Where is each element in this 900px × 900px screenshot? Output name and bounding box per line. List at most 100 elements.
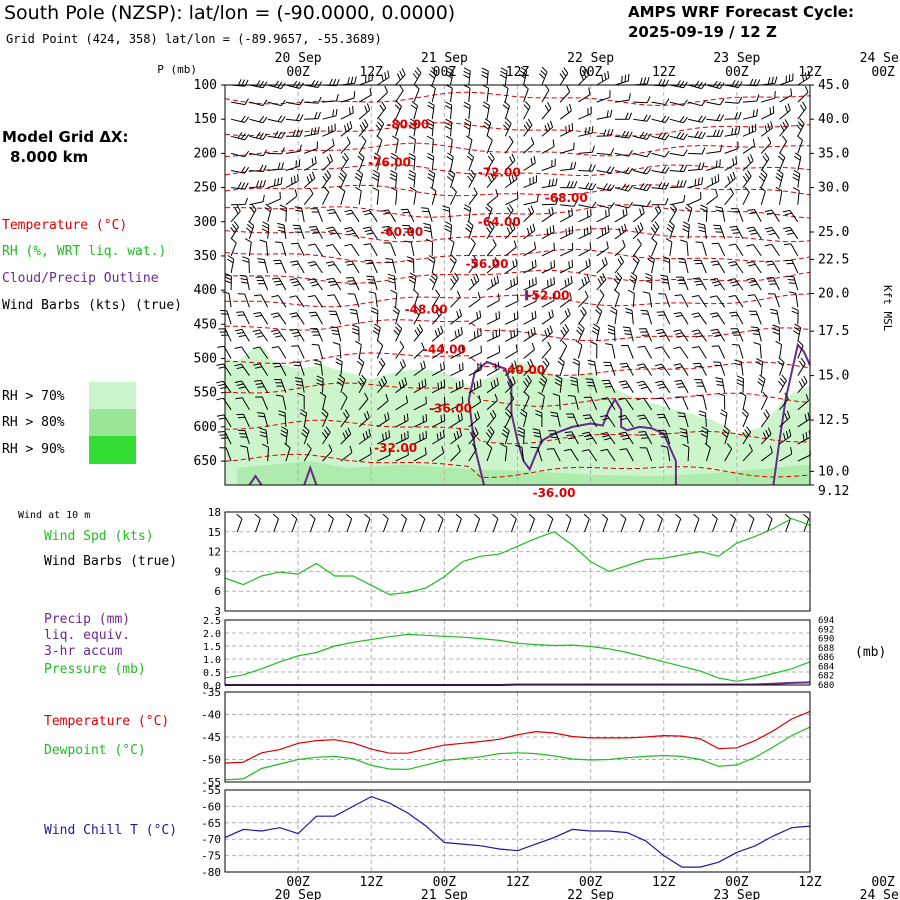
wind-barb — [523, 194, 539, 206]
panel-ytick-label: 2.0 — [203, 629, 221, 640]
wind-barb — [600, 414, 616, 428]
wind-barb — [448, 237, 455, 257]
wind-barb — [308, 225, 323, 240]
wind-barb — [682, 221, 690, 239]
wind-barb — [578, 87, 591, 103]
wind-barb — [255, 396, 269, 410]
wind-barb — [724, 156, 738, 171]
wind-barb — [581, 449, 598, 462]
wind-barb — [797, 375, 808, 394]
wind-barb — [358, 73, 373, 86]
wind-barb — [264, 203, 272, 222]
wind-barb — [764, 209, 780, 223]
wind-barb — [486, 345, 501, 359]
wind-barb — [412, 67, 422, 86]
wind-barb — [687, 115, 707, 123]
panel-ytick-label: 6 — [214, 585, 221, 598]
wind-barb — [492, 513, 499, 533]
wind-barb — [779, 135, 788, 154]
wind-barb — [236, 413, 250, 428]
wind-barb — [633, 114, 652, 122]
legend-temperature: Temperature (°C) — [2, 218, 128, 233]
panel-frame — [224, 511, 811, 612]
wind-barb — [450, 396, 464, 411]
wind-barb — [468, 362, 482, 377]
wind-barb — [222, 291, 232, 308]
wind-barb — [548, 430, 561, 445]
wind-barb — [466, 135, 473, 154]
temperature-contour-label: -48.00 — [405, 302, 448, 316]
wind-barb — [559, 208, 573, 223]
wind-barb — [468, 411, 480, 428]
wind-barb — [468, 310, 482, 325]
wind-barb — [528, 513, 535, 533]
xs-ytick-label: 100 — [194, 78, 217, 93]
wind-barb — [235, 397, 250, 411]
temperature-contour-label: -32.00 — [374, 441, 417, 455]
wind-barb — [431, 343, 445, 359]
wind-barb — [669, 131, 688, 141]
wind-barb — [450, 428, 463, 445]
wind-barb — [502, 101, 510, 120]
wind-barb — [322, 138, 335, 154]
wind-barb — [346, 513, 353, 533]
wind-barb — [395, 84, 404, 103]
wind-barb — [520, 408, 528, 428]
wind-barb — [559, 276, 573, 291]
wind-barb — [693, 259, 707, 274]
wind-barb — [636, 397, 653, 411]
wind-barb — [764, 226, 780, 240]
wind-barb — [486, 328, 501, 342]
wind-barb — [322, 186, 330, 205]
wind-barb — [285, 113, 304, 122]
temperature-contour — [224, 453, 811, 478]
time-tick-bottom: 00Z — [286, 875, 310, 890]
wind-barb — [532, 428, 543, 445]
wind-barb — [697, 222, 707, 239]
wind-barb — [711, 345, 726, 359]
cloud-outline — [248, 474, 263, 486]
wind-barb — [376, 101, 387, 120]
wind-barb — [603, 361, 616, 376]
wind-barb — [596, 129, 614, 137]
wind-barb — [413, 413, 428, 428]
wind-barb — [541, 260, 556, 274]
date-label-top: 23 Sep — [713, 51, 760, 66]
wind-barb — [706, 189, 718, 206]
legend-wind-barbs: Wind Barbs (kts) (true) — [2, 298, 183, 313]
wind-barb — [307, 278, 323, 291]
wind-barb — [355, 186, 362, 205]
wind-barb — [304, 141, 318, 154]
wind-barb — [698, 410, 707, 427]
wind-barb — [383, 242, 397, 257]
wind-barb — [658, 293, 671, 308]
wind-barb — [377, 412, 390, 428]
wind-barb — [677, 258, 689, 274]
wind-barb — [217, 431, 232, 445]
wind-barb — [468, 237, 476, 257]
wind-barb — [450, 272, 459, 291]
wind-barb — [739, 391, 747, 410]
xs-ytick-label: 650 — [194, 454, 217, 469]
wind-barb — [285, 98, 304, 106]
wind-barb — [741, 408, 749, 428]
wind-barb — [330, 326, 342, 342]
wind-barb — [613, 289, 620, 308]
xs-ytick-label: 450 — [194, 317, 217, 332]
wind-barb — [366, 275, 378, 291]
wind-barb — [395, 448, 409, 462]
wind-barb — [757, 374, 766, 393]
wind-barb — [730, 328, 744, 342]
wind-barb — [431, 289, 441, 308]
wind-barb — [272, 362, 287, 376]
panel-ytick-label: -35 — [201, 686, 221, 699]
wind-barb — [761, 91, 776, 103]
xs-ytick-label: 250 — [194, 181, 217, 196]
panel-ytick-label: 0.0 — [203, 681, 221, 692]
wind-barb — [236, 311, 250, 325]
wind-barb — [796, 118, 805, 137]
wind-barb — [254, 294, 269, 308]
wind-barb — [486, 221, 495, 240]
wind-barb — [585, 378, 598, 393]
wind-barb — [358, 428, 371, 445]
